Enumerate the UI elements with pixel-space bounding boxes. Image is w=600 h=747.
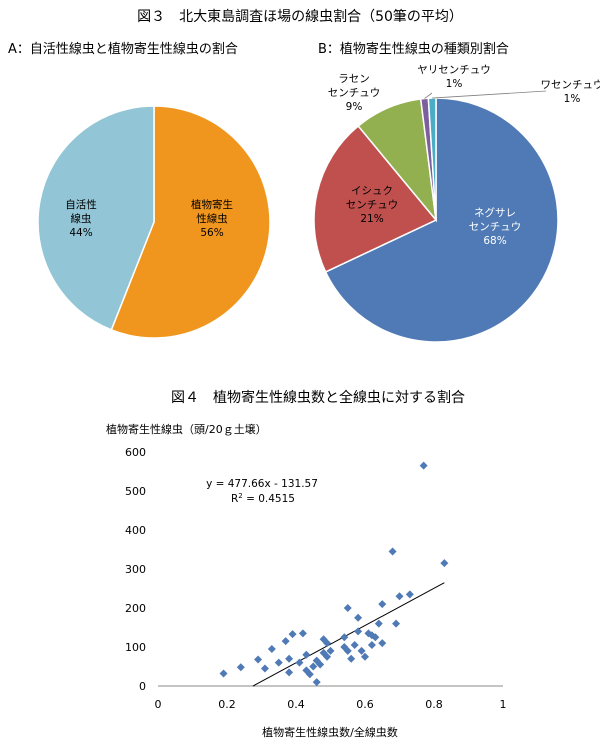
scatter-point <box>405 590 414 599</box>
scatter-point <box>316 660 325 669</box>
pie-a-slice-percent: 44% <box>69 227 92 239</box>
scatter-x-tick-label: 0.8 <box>425 698 443 711</box>
pie-b-slice-percent: 1% <box>446 78 463 90</box>
scatter-point <box>305 670 314 679</box>
scatter-point <box>274 658 283 667</box>
pie-b-slice <box>313 124 438 273</box>
scatter-point <box>378 600 387 609</box>
scatter-point <box>254 655 263 664</box>
scatter-point <box>357 646 366 655</box>
scatter-x-tick-label: 0 <box>155 698 162 711</box>
pie-a-slice-label: 植物寄生 <box>191 198 233 211</box>
scatter-point <box>302 650 311 659</box>
scatter-point <box>285 668 294 677</box>
scatter-x-tick-label: 0.2 <box>218 698 236 711</box>
pie-b-slice-percent: 1% <box>564 93 581 105</box>
scatter-point <box>440 559 449 568</box>
scatter-y-tick-label: 200 <box>125 602 146 615</box>
scatter-point <box>281 637 290 646</box>
scatter-point <box>236 663 245 672</box>
scatter-x-tick-label: 0.4 <box>287 698 305 711</box>
scatter-x-tick-label: 1 <box>500 698 507 711</box>
scatter-point <box>298 629 307 638</box>
scatter-point <box>361 652 369 661</box>
scatter-trendline <box>252 582 445 687</box>
pie-b-slice-label: ネグサレ <box>474 206 516 219</box>
pie-a-slice-label: 性線虫 <box>196 212 228 225</box>
scatter-point <box>354 627 363 636</box>
pie-b-slice-percent: 68% <box>483 235 506 247</box>
trendline-equation: y = 477.66x - 131.57 <box>206 478 318 490</box>
scatter-point <box>378 639 387 648</box>
scatter-point <box>340 633 349 642</box>
pie-b-slice-label: イシュク <box>351 185 393 197</box>
pie-b-slice-label: ヤリセンチュウ <box>417 64 491 76</box>
scatter-x-axis-label: 植物寄生性線虫数/全線虫数 <box>262 725 398 739</box>
scatter-point <box>323 652 332 661</box>
scatter-point <box>367 641 376 650</box>
scatter-point <box>374 619 383 628</box>
r-squared-superscript: 2 <box>238 492 242 500</box>
scatter-point <box>260 664 269 673</box>
pie-a-slice <box>110 105 271 339</box>
pie-b-leader-line <box>424 92 433 99</box>
pie-a-slice-label: 線虫 <box>71 212 92 225</box>
pie-b-slice-label: センチュウ <box>469 221 522 233</box>
pie-a-slice-label: 自活性 <box>65 198 97 211</box>
scatter-point <box>288 630 297 639</box>
scatter-point <box>343 646 352 655</box>
scatter-y-tick-label: 600 <box>125 446 146 459</box>
figure4-title: 図４ 植物寄生性線虫数と全線虫に対する割合 <box>171 389 465 406</box>
scatter-point <box>347 654 356 663</box>
scatter-point <box>388 547 397 556</box>
figure3-title: 図３ 北大東島調査ほ場の線虫割合（50筆の平均） <box>137 8 463 25</box>
scatter-point <box>354 613 363 622</box>
scatter-point <box>267 644 276 653</box>
scatter-point <box>419 461 428 470</box>
pie-a-slice-percent: 56% <box>200 227 223 239</box>
pie-b-slice-percent: 9% <box>346 101 363 113</box>
scatter-point <box>309 662 318 671</box>
scatter-point <box>371 633 380 642</box>
scatter-point <box>219 669 228 678</box>
scatter-point <box>343 604 352 612</box>
scatter-point <box>392 619 401 628</box>
pie-b-slice-label: センチュウ <box>328 87 381 99</box>
pie-b-slice <box>324 97 559 343</box>
pie-b-slice-label: ラセン <box>338 73 370 85</box>
scatter-y-tick-label: 300 <box>125 563 146 576</box>
scatter-point <box>350 641 359 650</box>
scatter-x-tick-label: 0.6 <box>356 698 374 711</box>
scatter-y-tick-label: 400 <box>125 524 146 537</box>
scatter-point <box>285 654 294 663</box>
pie-b-leader-line <box>432 90 547 99</box>
scatter-point <box>295 658 304 667</box>
scatter-point <box>312 678 321 687</box>
pie-b-title: B：植物寄生性線虫の種類別割合 <box>318 41 509 57</box>
pie-b-slice-percent: 21% <box>360 213 383 225</box>
scatter-y-axis-label: 植物寄生性線虫（頭/20ｇ土壌） <box>106 422 267 436</box>
r-squared-label: R2 = 0.4515 <box>231 492 295 505</box>
scatter-y-tick-label: 100 <box>125 641 146 654</box>
pie-b-slice-label: ワセンチュウ <box>541 79 600 91</box>
scatter-y-tick-label: 0 <box>139 680 146 693</box>
pie-a-slice <box>37 105 155 331</box>
r-squared-value: = 0.4515 <box>243 493 295 505</box>
scatter-point <box>323 639 332 648</box>
scatter-point <box>395 592 404 601</box>
r-squared-letter: R <box>231 493 238 505</box>
pie-b-slice-label: センチュウ <box>346 199 399 211</box>
scatter-point <box>326 646 335 655</box>
pie-a-title: A：自活性線虫と植物寄生性線虫の割合 <box>8 41 238 57</box>
scatter-y-tick-label: 500 <box>125 485 146 498</box>
